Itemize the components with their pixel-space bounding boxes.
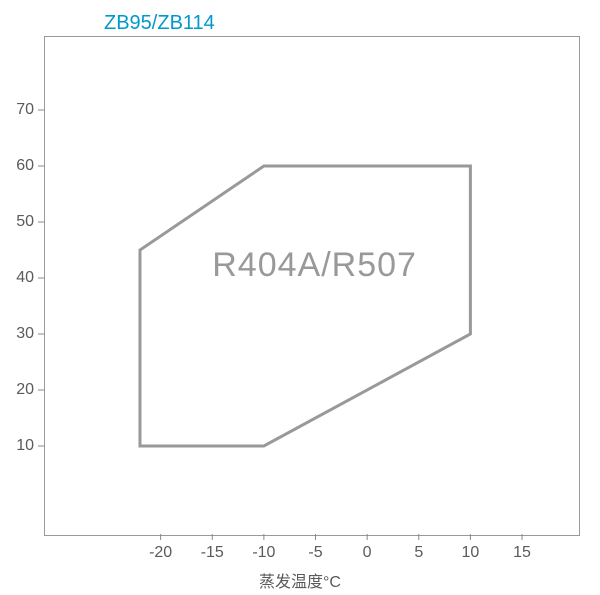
y-tick-label: 70 — [16, 101, 34, 119]
x-tick-label: -5 — [308, 544, 322, 562]
x-tick-label: 10 — [461, 544, 479, 562]
x-tick-label: -10 — [252, 544, 275, 562]
plot-border — [44, 36, 580, 536]
chart-title: ZB95/ZB114 — [104, 12, 215, 35]
y-tick-label: 50 — [16, 213, 34, 231]
refrigerant-label: R404A/R507 — [212, 246, 417, 285]
y-tick-label: 20 — [16, 381, 34, 399]
x-tick-label: 0 — [363, 544, 372, 562]
x-tick-label: -20 — [149, 544, 172, 562]
y-tick-label: 60 — [16, 157, 34, 175]
x-tick-label: 15 — [513, 544, 531, 562]
x-tick-label: -15 — [201, 544, 224, 562]
chart-stage: ZB95/ZB114 -20 -15 -10 -5 0 5 10 15 10 20 30 40 50 6… — [0, 0, 600, 595]
y-tick-label: 40 — [16, 269, 34, 287]
x-axis-label: 蒸发温度°C — [259, 568, 341, 592]
x-tick-label: 5 — [414, 544, 423, 562]
y-tick-label: 30 — [16, 325, 34, 343]
y-tick-label: 10 — [16, 437, 34, 455]
